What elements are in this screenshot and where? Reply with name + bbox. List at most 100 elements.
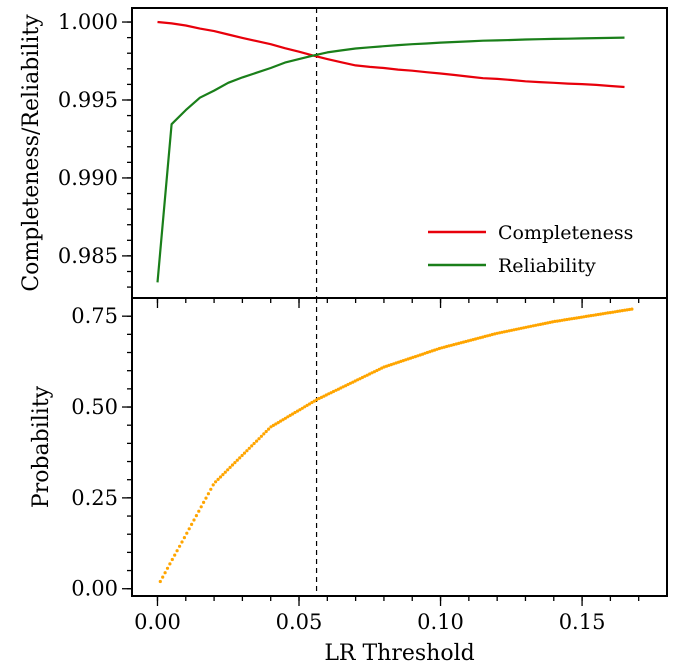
scatter-point — [449, 343, 453, 347]
scatter-point — [495, 331, 499, 335]
scatter-point — [430, 349, 434, 353]
scatter-point — [356, 378, 360, 382]
scatter-point — [421, 352, 425, 356]
scatter-point — [512, 328, 516, 332]
scatter-point — [303, 405, 307, 409]
scatter-point — [500, 330, 504, 334]
scatter-point — [214, 480, 218, 484]
scatter-point — [163, 571, 167, 575]
scatter-point — [173, 553, 177, 557]
scatter-point — [488, 333, 492, 337]
scatter-point — [618, 309, 622, 313]
scatter-point — [404, 358, 408, 362]
scatter-point — [553, 319, 557, 323]
scatter-point — [327, 392, 331, 396]
scatter-point — [526, 325, 531, 329]
scatter-point — [221, 473, 225, 477]
scatter-point — [377, 367, 381, 371]
scatter-point — [579, 315, 584, 319]
legend-label-reliability: Reliability — [498, 255, 596, 277]
scatter-point — [192, 518, 196, 522]
scatter-point — [158, 579, 162, 584]
scatter-point — [331, 389, 336, 394]
scatter-point — [360, 375, 364, 380]
scatter-point — [312, 399, 316, 403]
scatter-point — [416, 354, 420, 358]
scatter-point — [502, 330, 506, 334]
top-y-axis-label: Completeness/Reliability — [19, 14, 44, 292]
scatter-point — [252, 441, 256, 446]
scatter-point — [596, 312, 600, 317]
x-tick-label: 0.05 — [276, 610, 323, 634]
scatter-point — [269, 425, 273, 429]
scatter-point — [548, 320, 552, 324]
scatter-point — [589, 314, 593, 318]
scatter-point — [570, 317, 574, 321]
scatter-point — [175, 549, 179, 553]
scatter-point — [351, 380, 355, 384]
scatter-point — [286, 415, 290, 419]
scatter-point — [505, 329, 509, 333]
scatter-point — [510, 328, 514, 332]
scatter-point — [615, 309, 620, 313]
top-panel-completeness-reliability: 0.985 0.990 0.995 1.000 Completeness/Reliabi… — [19, 7, 668, 308]
scatter-point — [202, 500, 206, 504]
scatter-point — [368, 372, 372, 376]
scatter-point — [627, 307, 632, 312]
scatter-point — [447, 344, 451, 348]
scatter-point — [601, 312, 605, 316]
scatter-point — [620, 309, 624, 313]
bottom-y-tick-label: 0.25 — [71, 486, 118, 510]
scatter-point — [517, 327, 521, 331]
scatter-point — [538, 322, 543, 326]
scatter-point — [358, 377, 362, 381]
scatter-point — [408, 356, 413, 360]
scatter-point — [168, 562, 172, 566]
scatter-point — [310, 400, 314, 405]
scatter-point — [305, 403, 309, 407]
scatter-point — [291, 412, 295, 416]
scatter-point — [514, 327, 519, 331]
scatter-point — [577, 316, 581, 320]
scatter-point — [625, 308, 629, 312]
scatter-point — [283, 416, 287, 420]
scatter-point — [481, 335, 485, 339]
scatter-point — [247, 446, 251, 450]
bottom-y-tick-label: 0.75 — [71, 304, 118, 328]
scatter-point — [233, 461, 237, 465]
scatter-point — [267, 427, 271, 431]
scatter-point — [565, 317, 569, 322]
scatter-point — [498, 331, 502, 335]
scatter-point — [478, 336, 482, 340]
scatter-point — [587, 314, 591, 318]
scatter-point — [457, 341, 461, 345]
scatter-point — [452, 343, 456, 347]
scatter-point — [363, 374, 367, 378]
scatter-point — [613, 310, 617, 314]
scatter-point — [435, 347, 439, 351]
scatter-point — [384, 364, 389, 368]
scatter-point — [288, 413, 292, 417]
scatter-point — [558, 319, 562, 323]
scatter-point — [185, 531, 189, 535]
scatter-point — [562, 318, 567, 322]
bottom-axes-frame — [131, 297, 668, 597]
scatter-point — [334, 388, 338, 392]
bottom-panel-probability: 0.00 0.25 0.50 0.75 0.00 0.05 0.10 0.15 Probabil… — [29, 297, 668, 666]
scatter-point — [319, 395, 324, 399]
scatter-point — [298, 408, 302, 412]
scatter-point — [459, 341, 463, 345]
scatter-point — [230, 463, 235, 467]
scatter-point — [560, 318, 564, 322]
scatter-point — [206, 492, 210, 496]
scatter-point — [199, 505, 203, 509]
scatter-point — [240, 453, 244, 458]
top-y-tick-label: 0.985 — [58, 244, 118, 268]
scatter-point — [464, 339, 468, 344]
scatter-point — [242, 451, 247, 455]
scatter-point — [259, 434, 263, 438]
scatter-point — [370, 371, 374, 375]
scatter-point — [611, 310, 615, 314]
scatter-point — [262, 432, 266, 436]
scatter-point — [223, 470, 227, 474]
